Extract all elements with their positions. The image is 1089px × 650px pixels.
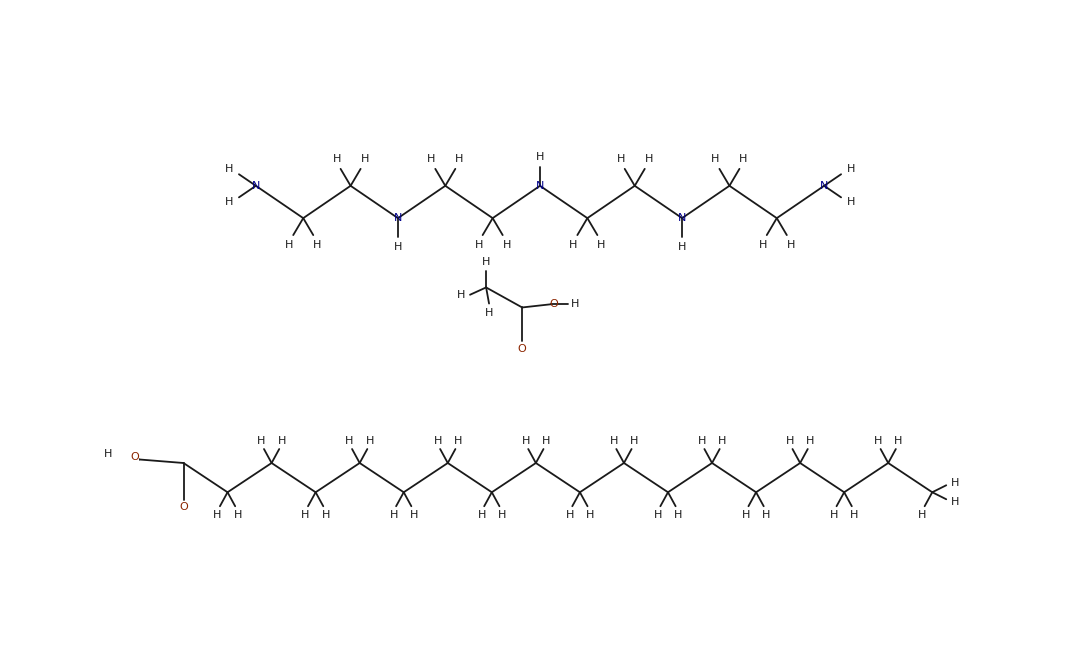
Text: N: N [820, 181, 829, 191]
Text: H: H [313, 240, 321, 250]
Text: H: H [213, 510, 221, 520]
Text: H: H [477, 510, 486, 520]
Text: H: H [224, 164, 233, 174]
Text: H: H [951, 478, 959, 488]
Text: H: H [285, 240, 293, 250]
Text: H: H [482, 257, 490, 267]
Text: H: H [830, 510, 839, 520]
Text: H: H [456, 290, 465, 300]
Text: H: H [698, 436, 706, 445]
Text: H: H [711, 154, 720, 164]
Text: H: H [847, 164, 855, 174]
Text: H: H [278, 436, 286, 445]
Text: H: H [454, 436, 462, 445]
Text: H: H [302, 510, 309, 520]
Text: H: H [224, 198, 233, 207]
Text: H: H [873, 436, 882, 445]
Text: O: O [517, 344, 526, 354]
Text: H: H [786, 436, 794, 445]
Text: H: H [394, 242, 402, 252]
Text: H: H [610, 436, 617, 445]
Text: H: H [586, 510, 595, 520]
Text: H: H [674, 510, 683, 520]
Text: H: H [409, 510, 418, 520]
Text: H: H [786, 240, 795, 250]
Text: H: H [918, 510, 927, 520]
Text: H: H [485, 307, 493, 318]
Text: H: H [762, 510, 770, 520]
Text: H: H [257, 436, 266, 445]
Text: H: H [321, 510, 330, 520]
Text: O: O [179, 502, 188, 512]
Text: H: H [542, 436, 550, 445]
Text: H: H [502, 240, 511, 250]
Text: H: H [629, 436, 638, 445]
Text: H: H [677, 242, 686, 252]
Text: H: H [233, 510, 242, 520]
Text: H: H [360, 154, 369, 164]
Text: H: H [390, 510, 397, 520]
Text: H: H [455, 154, 464, 164]
Text: H: H [366, 436, 374, 445]
Text: N: N [536, 181, 544, 191]
Text: H: H [645, 154, 653, 164]
Text: H: H [475, 240, 482, 250]
Text: H: H [742, 510, 750, 520]
Text: H: H [105, 449, 112, 459]
Text: H: H [759, 240, 767, 250]
Text: H: H [345, 436, 354, 445]
Text: H: H [847, 198, 855, 207]
Text: H: H [570, 240, 577, 250]
Text: O: O [549, 299, 558, 309]
Text: H: H [332, 154, 341, 164]
Text: H: H [739, 154, 748, 164]
Text: H: H [616, 154, 625, 164]
Text: H: H [851, 510, 858, 520]
Text: H: H [653, 510, 662, 520]
Text: H: H [718, 436, 726, 445]
Text: H: H [597, 240, 605, 250]
Text: H: H [806, 436, 815, 445]
Text: N: N [252, 181, 260, 191]
Text: H: H [565, 510, 574, 520]
Text: N: N [677, 213, 686, 223]
Text: H: H [536, 152, 544, 162]
Text: H: H [951, 497, 959, 507]
Text: H: H [522, 436, 530, 445]
Text: H: H [498, 510, 506, 520]
Text: O: O [131, 452, 139, 462]
Text: N: N [394, 213, 402, 223]
Text: H: H [894, 436, 903, 445]
Text: H: H [571, 299, 579, 309]
Text: H: H [427, 154, 436, 164]
Text: H: H [433, 436, 442, 445]
